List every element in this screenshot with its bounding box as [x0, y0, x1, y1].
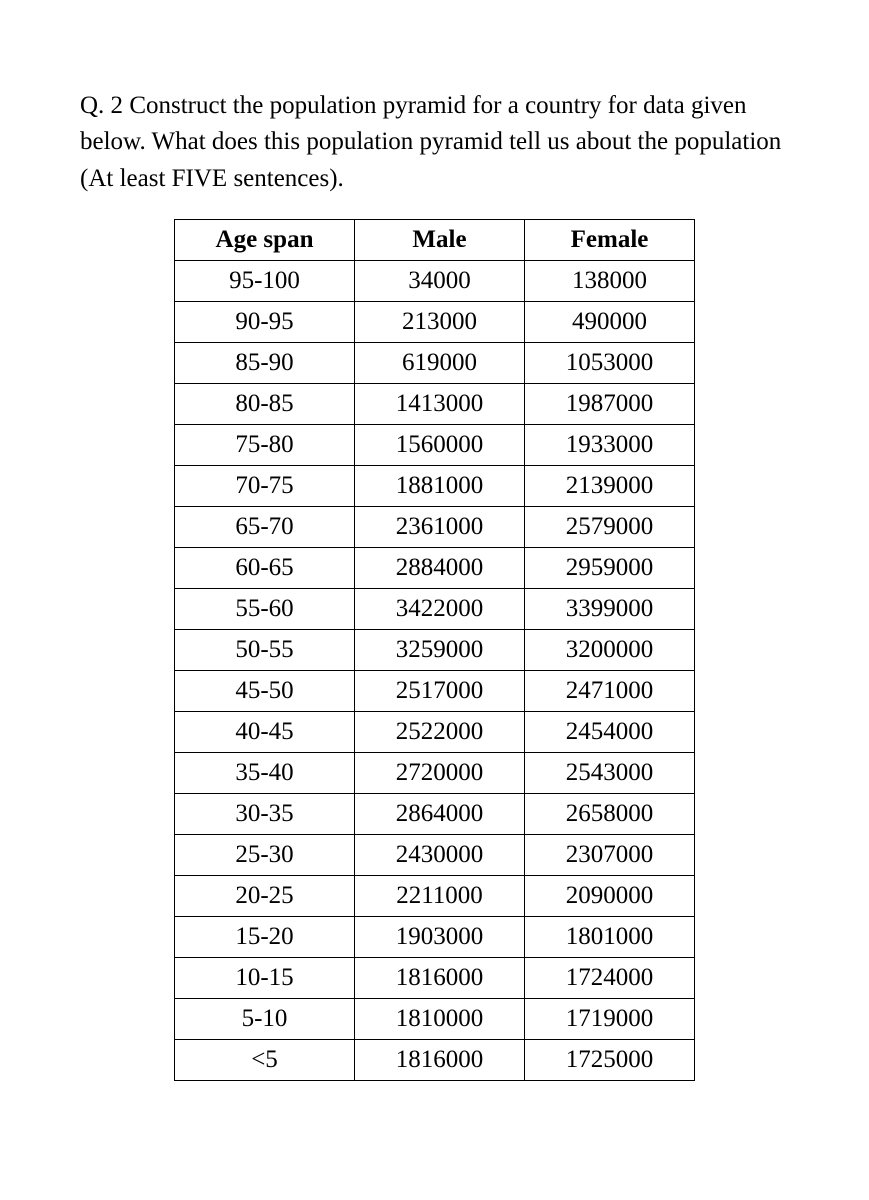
cell-age: 40-45	[175, 711, 355, 752]
population-table: Age span Male Female 95-1003400013800090…	[174, 219, 695, 1081]
cell-male: 2430000	[355, 834, 525, 875]
table-row: 80-8514130001987000	[175, 383, 695, 424]
table-row: 70-7518810002139000	[175, 465, 695, 506]
cell-male: 2361000	[355, 506, 525, 547]
cell-age: 55-60	[175, 588, 355, 629]
cell-male: 213000	[355, 301, 525, 342]
cell-female: 2658000	[525, 793, 695, 834]
cell-male: 1816000	[355, 1039, 525, 1080]
table-row: 60-6528840002959000	[175, 547, 695, 588]
col-header-male: Male	[355, 219, 525, 260]
cell-male: 1881000	[355, 465, 525, 506]
table-row: 55-6034220003399000	[175, 588, 695, 629]
cell-male: 2517000	[355, 670, 525, 711]
cell-age: 65-70	[175, 506, 355, 547]
cell-female: 490000	[525, 301, 695, 342]
cell-male: 2864000	[355, 793, 525, 834]
cell-age: 10-15	[175, 957, 355, 998]
cell-female: 1053000	[525, 342, 695, 383]
cell-age: 5-10	[175, 998, 355, 1039]
cell-female: 3200000	[525, 629, 695, 670]
cell-female: 2959000	[525, 547, 695, 588]
table-header-row: Age span Male Female	[175, 219, 695, 260]
table-row: 10-1518160001724000	[175, 957, 695, 998]
cell-male: 34000	[355, 260, 525, 301]
table-row: 95-10034000138000	[175, 260, 695, 301]
cell-male: 1560000	[355, 424, 525, 465]
cell-male: 2720000	[355, 752, 525, 793]
cell-age: 85-90	[175, 342, 355, 383]
cell-female: 1933000	[525, 424, 695, 465]
table-row: <518160001725000	[175, 1039, 695, 1080]
table-row: 50-5532590003200000	[175, 629, 695, 670]
cell-male: 1903000	[355, 916, 525, 957]
cell-female: 1801000	[525, 916, 695, 957]
cell-age: 95-100	[175, 260, 355, 301]
table-row: 30-3528640002658000	[175, 793, 695, 834]
cell-female: 1719000	[525, 998, 695, 1039]
cell-female: 138000	[525, 260, 695, 301]
question-body: Construct the population pyramid for a c…	[80, 92, 781, 192]
cell-age: 60-65	[175, 547, 355, 588]
col-header-age: Age span	[175, 219, 355, 260]
table-row: 90-95213000490000	[175, 301, 695, 342]
cell-male: 1816000	[355, 957, 525, 998]
table-body: 95-1003400013800090-9521300049000085-906…	[175, 260, 695, 1080]
cell-male: 2522000	[355, 711, 525, 752]
table-row: 25-3024300002307000	[175, 834, 695, 875]
table-row: 65-7023610002579000	[175, 506, 695, 547]
cell-male: 2211000	[355, 875, 525, 916]
cell-female: 1724000	[525, 957, 695, 998]
cell-age: <5	[175, 1039, 355, 1080]
cell-female: 2543000	[525, 752, 695, 793]
cell-age: 70-75	[175, 465, 355, 506]
cell-male: 3259000	[355, 629, 525, 670]
cell-age: 45-50	[175, 670, 355, 711]
table-row: 20-2522110002090000	[175, 875, 695, 916]
question-text: Q. 2 Construct the population pyramid fo…	[80, 88, 789, 197]
cell-male: 1413000	[355, 383, 525, 424]
cell-male: 2884000	[355, 547, 525, 588]
cell-age: 25-30	[175, 834, 355, 875]
table-row: 75-8015600001933000	[175, 424, 695, 465]
cell-male: 619000	[355, 342, 525, 383]
cell-age: 50-55	[175, 629, 355, 670]
cell-age: 30-35	[175, 793, 355, 834]
question-number: Q. 2	[80, 92, 123, 119]
cell-female: 3399000	[525, 588, 695, 629]
cell-female: 2139000	[525, 465, 695, 506]
cell-age: 80-85	[175, 383, 355, 424]
cell-female: 2579000	[525, 506, 695, 547]
cell-female: 1725000	[525, 1039, 695, 1080]
col-header-female: Female	[525, 219, 695, 260]
table-row: 5-1018100001719000	[175, 998, 695, 1039]
cell-age: 15-20	[175, 916, 355, 957]
cell-age: 35-40	[175, 752, 355, 793]
table-row: 40-4525220002454000	[175, 711, 695, 752]
table-row: 85-906190001053000	[175, 342, 695, 383]
table-row: 45-5025170002471000	[175, 670, 695, 711]
table-row: 35-4027200002543000	[175, 752, 695, 793]
cell-male: 1810000	[355, 998, 525, 1039]
cell-female: 2307000	[525, 834, 695, 875]
cell-female: 2090000	[525, 875, 695, 916]
cell-female: 2454000	[525, 711, 695, 752]
table-row: 15-2019030001801000	[175, 916, 695, 957]
cell-female: 1987000	[525, 383, 695, 424]
cell-female: 2471000	[525, 670, 695, 711]
cell-male: 3422000	[355, 588, 525, 629]
cell-age: 20-25	[175, 875, 355, 916]
cell-age: 90-95	[175, 301, 355, 342]
cell-age: 75-80	[175, 424, 355, 465]
